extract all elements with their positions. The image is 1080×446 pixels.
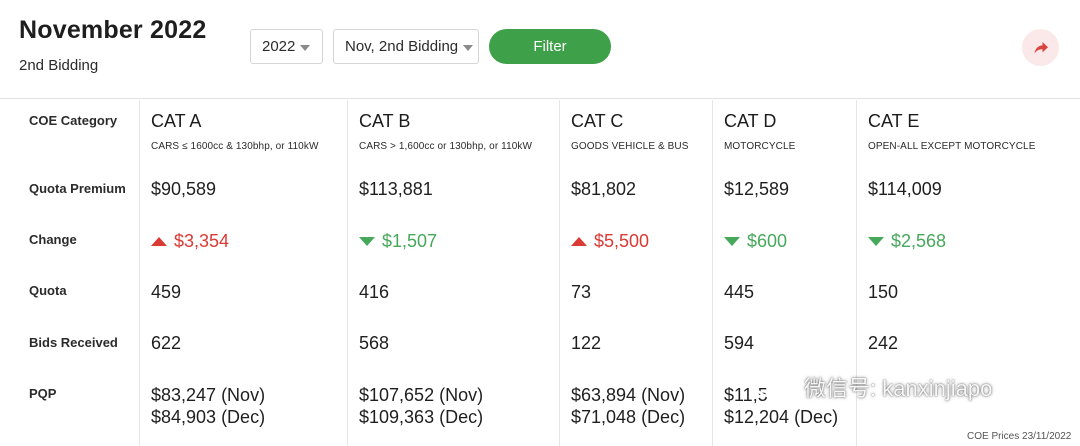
quota-value: 150 (868, 282, 899, 302)
bids-received-value: 242 (868, 333, 899, 353)
change-value: $2,568 (868, 231, 946, 252)
bidding-select[interactable]: Nov, 2nd Bidding (333, 29, 479, 64)
category-column-cat-e: CAT E OPEN-ALL EXCEPT MOTORCYCLE $114,00… (856, 100, 1080, 446)
category-description: CARS > 1,600cc or 130bhp, or 110kW (359, 141, 533, 152)
quota-value: 445 (724, 282, 755, 302)
filter-button[interactable]: Filter (489, 29, 611, 64)
category-name: CAT A (151, 111, 202, 131)
category-name: CAT D (724, 111, 777, 131)
pqp-value: $63,894 (Nov) $71,048 (Dec) (571, 384, 685, 428)
change-amount: $3,354 (174, 231, 230, 251)
row-labels-column: COE Category Quota Premium Change Quota … (0, 100, 139, 446)
chevron-down-icon (463, 44, 474, 51)
row-label-category: COE Category (29, 113, 118, 128)
quota-value: 73 (571, 282, 592, 302)
footnote: COE Prices 23/11/2022 (967, 431, 1072, 442)
category-column-cat-c: CAT C GOODS VEHICLE & BUS $81,802 $5,500… (559, 100, 712, 446)
quota-value: 416 (359, 282, 390, 302)
quota-premium-value: $113,881 (359, 179, 433, 199)
change-amount: $600 (747, 231, 788, 251)
page-subtitle: 2nd Bidding (19, 57, 99, 74)
triangle-up-icon (571, 237, 587, 246)
change-amount: $1,507 (382, 231, 438, 251)
category-name: CAT B (359, 111, 411, 131)
pqp-dec: $12,204 (Dec) (724, 407, 839, 427)
share-button[interactable] (1022, 29, 1059, 66)
row-label-pqp: PQP (29, 386, 57, 401)
change-amount: $5,500 (594, 231, 650, 251)
category-description: MOTORCYCLE (724, 141, 796, 152)
pqp-value: $83,247 (Nov) $84,903 (Dec) (151, 384, 265, 428)
quota-premium-value: $114,009 (868, 179, 942, 199)
wechat-icon (754, 372, 797, 401)
quota-premium-value: $81,802 (571, 179, 637, 199)
category-name: CAT E (868, 111, 920, 131)
category-column-cat-d: CAT D MOTORCYCLE $12,589 $600 445 594 $1… (712, 100, 856, 446)
change-amount: $2,568 (891, 231, 947, 251)
row-label-premium: Quota Premium (29, 181, 126, 196)
pqp-nov: $107,652 (Nov) (359, 385, 484, 405)
quota-premium-value: $12,589 (724, 179, 790, 199)
category-description: GOODS VEHICLE & BUS (571, 141, 689, 152)
coe-table: COE Category Quota Premium Change Quota … (0, 100, 1080, 446)
triangle-down-icon (359, 237, 375, 246)
year-select[interactable]: 2022 (250, 29, 323, 64)
pqp-value: $107,652 (Nov) $109,363 (Dec) (359, 384, 483, 428)
row-label-change: Change (29, 232, 77, 247)
triangle-down-icon (868, 237, 884, 246)
page-header: November 2022 2nd Bidding 2022 Nov, 2nd … (0, 0, 1080, 99)
quota-value: 459 (151, 282, 182, 302)
share-arrow-icon (1034, 41, 1048, 54)
category-column-cat-b: CAT B CARS > 1,600cc or 130bhp, or 110kW… (347, 100, 559, 446)
change-value: $600 (724, 231, 787, 252)
row-label-quota: Quota (29, 283, 67, 298)
category-description: CARS ≤ 1600cc & 130bhp, or 110kW (151, 141, 319, 152)
chevron-down-icon (300, 44, 311, 51)
change-value: $1,507 (359, 231, 437, 252)
category-description: OPEN-ALL EXCEPT MOTORCYCLE (868, 141, 1036, 152)
pqp-nov: $63,894 (Nov) (571, 385, 686, 405)
row-label-bids: Bids Received (29, 335, 118, 350)
bids-received-value: 594 (724, 333, 755, 353)
triangle-up-icon (151, 237, 167, 246)
change-value: $5,500 (571, 231, 649, 252)
category-name: CAT C (571, 111, 624, 131)
pqp-dec: $109,363 (Dec) (359, 407, 484, 427)
change-value: $3,354 (151, 231, 229, 252)
quota-premium-value: $90,589 (151, 179, 217, 199)
wechat-watermark: 微信号: kanxinjiapo (754, 371, 992, 403)
bids-received-value: 622 (151, 333, 182, 353)
triangle-down-icon (724, 237, 740, 246)
pqp-nov: $83,247 (Nov) (151, 385, 266, 405)
category-column-cat-a: CAT A CARS ≤ 1600cc & 130bhp, or 110kW $… (139, 100, 347, 446)
bids-received-value: 568 (359, 333, 390, 353)
bidding-select-value: Nov, 2nd Bidding (345, 38, 459, 55)
year-select-value: 2022 (262, 38, 296, 55)
page-title: November 2022 (19, 16, 207, 44)
pqp-dec: $71,048 (Dec) (571, 407, 686, 427)
watermark-text: 微信号: kanxinjiapo (804, 376, 993, 401)
pqp-dec: $84,903 (Dec) (151, 407, 266, 427)
bids-received-value: 122 (571, 333, 602, 353)
